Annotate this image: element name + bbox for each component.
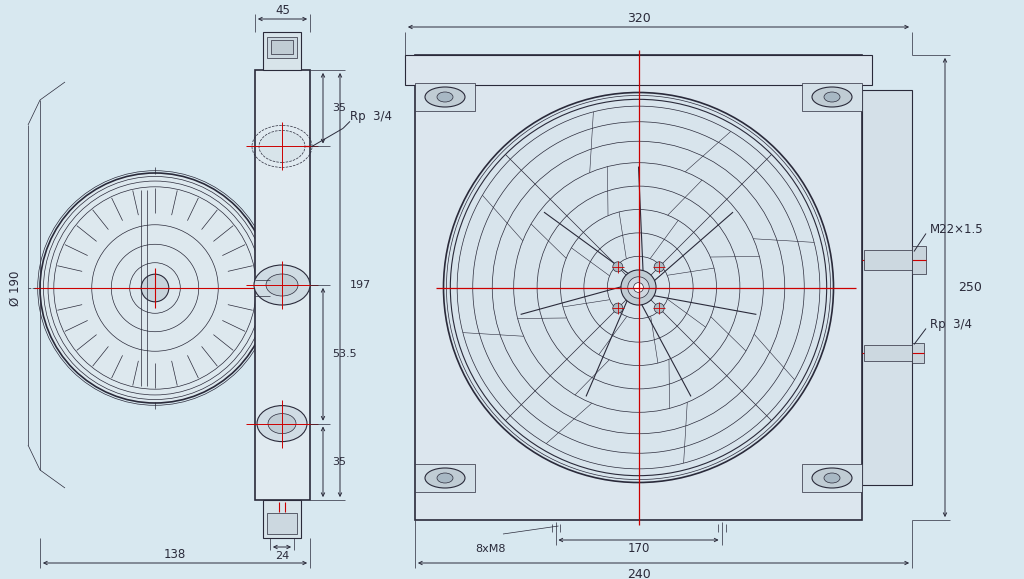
Ellipse shape: [257, 406, 307, 442]
Text: 35: 35: [332, 103, 346, 113]
Text: 197: 197: [350, 280, 372, 290]
Bar: [912, 343, 924, 362]
Text: 320: 320: [627, 12, 650, 24]
Circle shape: [141, 274, 169, 302]
Text: 45: 45: [275, 3, 290, 16]
Ellipse shape: [437, 92, 453, 102]
Bar: [415, 55, 862, 520]
Bar: [406, 55, 872, 85]
Ellipse shape: [812, 87, 852, 107]
Bar: [255, 70, 310, 500]
Bar: [263, 32, 301, 70]
Circle shape: [40, 173, 270, 403]
Text: 53.5: 53.5: [332, 349, 356, 360]
Bar: [415, 464, 475, 492]
Bar: [415, 83, 475, 111]
Bar: [864, 250, 912, 269]
Text: 24: 24: [274, 551, 289, 561]
Text: 170: 170: [628, 543, 649, 555]
Ellipse shape: [824, 92, 840, 102]
Bar: [271, 40, 293, 54]
Text: 250: 250: [958, 281, 982, 294]
Bar: [864, 345, 912, 361]
Circle shape: [612, 303, 623, 313]
Circle shape: [654, 303, 665, 313]
Ellipse shape: [425, 468, 465, 488]
Ellipse shape: [268, 413, 296, 434]
Circle shape: [634, 283, 643, 292]
Bar: [267, 514, 297, 534]
Bar: [802, 464, 862, 492]
Bar: [263, 500, 301, 538]
Text: Rp  3/4: Rp 3/4: [350, 110, 392, 123]
Text: 138: 138: [164, 548, 186, 560]
Bar: [912, 245, 926, 273]
Ellipse shape: [437, 473, 453, 483]
Text: 35: 35: [332, 457, 346, 467]
Ellipse shape: [254, 265, 310, 305]
Text: Rp  3/4: Rp 3/4: [930, 318, 972, 331]
Ellipse shape: [824, 473, 840, 483]
Ellipse shape: [812, 468, 852, 488]
Ellipse shape: [425, 87, 465, 107]
Circle shape: [612, 262, 623, 272]
Circle shape: [621, 270, 656, 305]
Bar: [802, 83, 862, 111]
Text: M22×1.5: M22×1.5: [930, 223, 984, 236]
Circle shape: [443, 93, 834, 482]
Ellipse shape: [266, 274, 298, 296]
Bar: [862, 90, 912, 485]
Text: 8xM8: 8xM8: [475, 544, 506, 554]
Circle shape: [654, 262, 665, 272]
Ellipse shape: [259, 130, 305, 162]
Circle shape: [628, 277, 649, 298]
Text: 240: 240: [627, 567, 650, 579]
Text: Ø 190: Ø 190: [8, 270, 22, 306]
Bar: [267, 37, 297, 58]
